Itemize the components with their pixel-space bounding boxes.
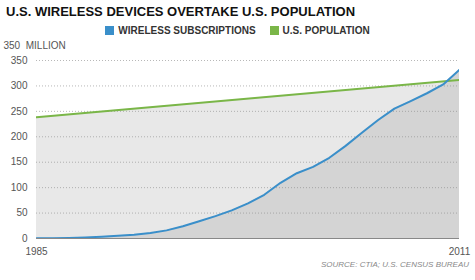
- svg-text:2011: 2011: [449, 246, 471, 257]
- html-text:U.S. POPULATION: U.S. POPULATION: [282, 24, 370, 36]
- svg-text:350: 350: [11, 55, 28, 66]
- html-text:WIRELESS SUBSCRIPTIONS: WIRELESS SUBSCRIPTIONS: [118, 24, 256, 36]
- svg-text:350 MILLION: 350 MILLION: [4, 40, 66, 51]
- svg-text:300: 300: [11, 80, 28, 91]
- svg-text:1985: 1985: [25, 246, 48, 257]
- svg-text:250: 250: [11, 106, 28, 117]
- html-text:U.S. WIRELESS DEVICES OVERTAKE: U.S. WIRELESS DEVICES OVERTAKE U.S. POPU…: [6, 4, 356, 19]
- svg-text:200: 200: [11, 131, 28, 142]
- svg-text:50: 50: [16, 207, 28, 218]
- html-text:SOURCE: CTIA; U.S. CENSUS BURE: SOURCE: CTIA; U.S. CENSUS BUREAU: [321, 260, 469, 269]
- svg-text:100: 100: [11, 182, 28, 193]
- svg-text:0: 0: [22, 233, 28, 244]
- svg-text:150: 150: [11, 156, 28, 167]
